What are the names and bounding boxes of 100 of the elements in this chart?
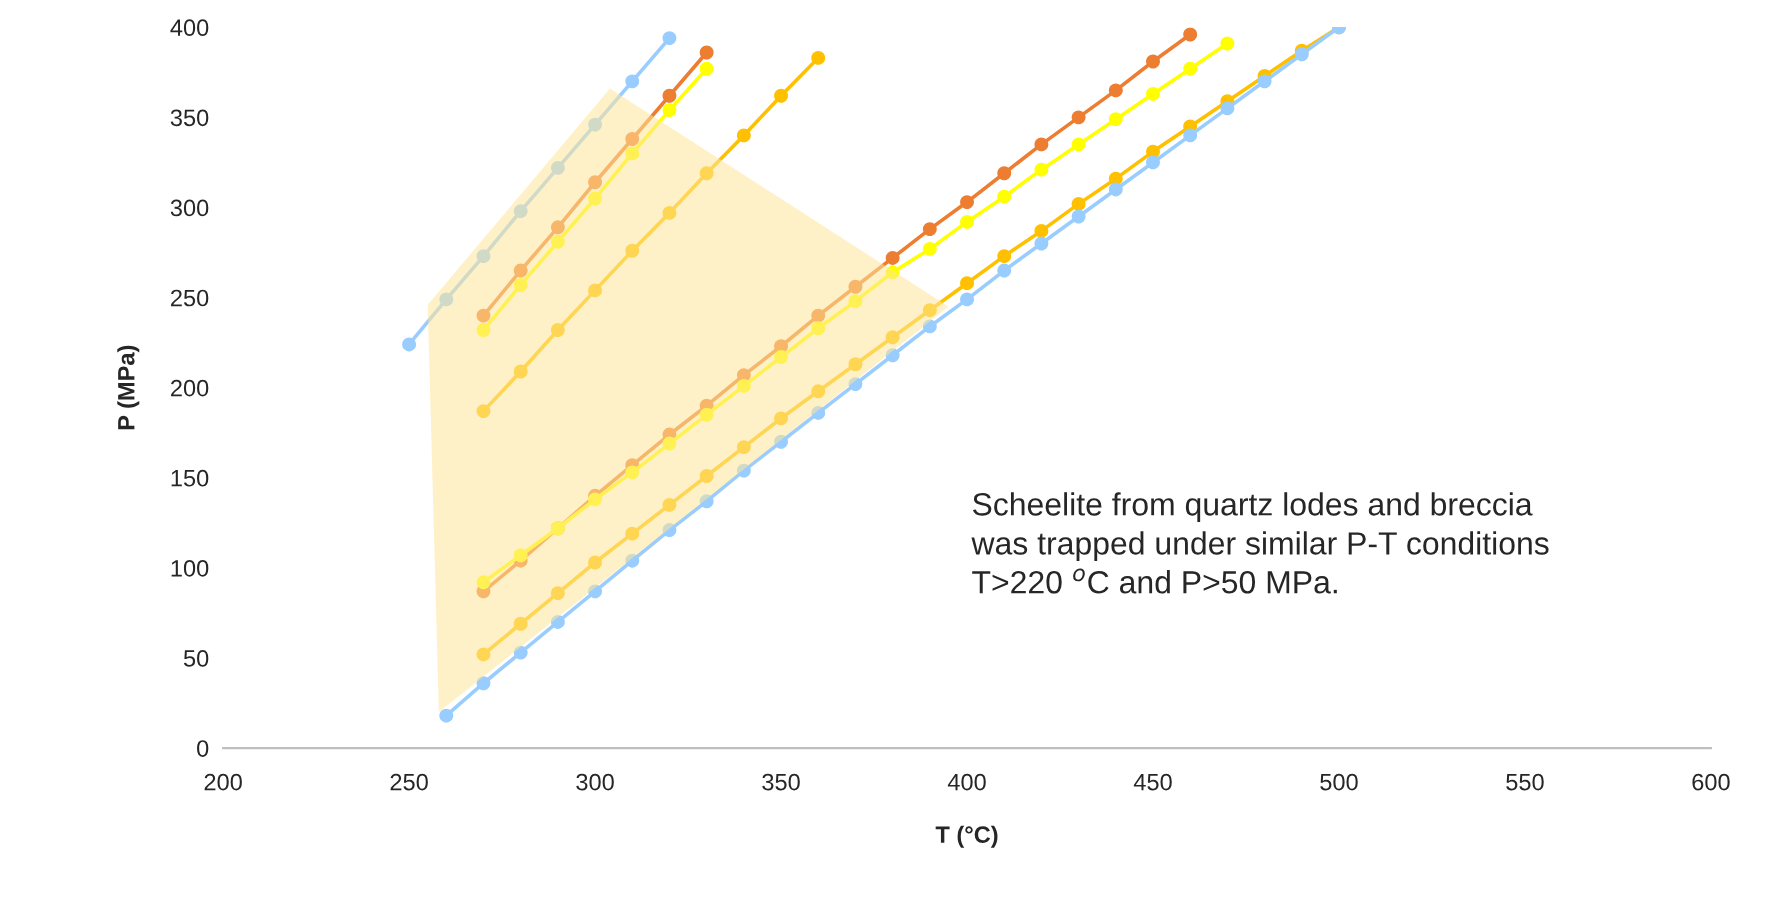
point: [699, 166, 714, 181]
point: [997, 263, 1012, 278]
point: [774, 350, 788, 364]
point: [848, 294, 863, 309]
point: [885, 250, 900, 265]
point: [625, 74, 640, 89]
point: [1108, 182, 1123, 197]
point: [662, 205, 677, 220]
point: [1071, 209, 1086, 224]
point: [513, 616, 528, 631]
point: [736, 463, 751, 478]
point: [1220, 101, 1235, 116]
point: [588, 555, 603, 570]
point: [811, 308, 826, 323]
point: [550, 615, 565, 629]
point: [1071, 196, 1086, 211]
y-tick-label: 400: [170, 19, 209, 37]
point: [439, 292, 454, 307]
point: [1034, 236, 1049, 251]
point: [588, 117, 603, 132]
x-tick-label: 550: [1506, 773, 1544, 791]
point: [885, 348, 900, 363]
point: [476, 404, 491, 419]
point: [550, 160, 565, 175]
point: [1220, 36, 1235, 51]
point: [1294, 47, 1309, 62]
point: [960, 195, 974, 210]
x-tick-label: 300: [576, 773, 614, 791]
y-tick-label: 50: [183, 650, 209, 667]
point: [476, 647, 491, 662]
point: [922, 222, 937, 237]
point: [1034, 137, 1049, 152]
point: [625, 132, 640, 146]
point: [1071, 110, 1086, 125]
point: [960, 276, 974, 291]
point: [774, 88, 788, 103]
x-tick-label: 200: [204, 773, 242, 791]
point: [1108, 83, 1123, 98]
point: [550, 586, 565, 601]
point: [1257, 74, 1272, 89]
point: [848, 357, 863, 372]
point: [476, 575, 491, 590]
point: [1146, 87, 1160, 101]
y-tick-label: 150: [171, 469, 209, 487]
x-tick-label: 400: [947, 773, 986, 791]
point: [1183, 128, 1198, 143]
point: [960, 214, 974, 229]
point: [774, 411, 788, 426]
point: [736, 378, 751, 393]
point: [1146, 54, 1160, 69]
point: [662, 88, 677, 103]
point: [550, 323, 565, 337]
point: [550, 234, 565, 249]
point: [922, 319, 937, 334]
point: [625, 465, 640, 480]
point: [997, 249, 1012, 264]
point: [997, 166, 1012, 181]
y-tick-label: 250: [171, 289, 209, 307]
point: [588, 175, 603, 190]
y-tick-label: 0: [197, 740, 209, 757]
point: [513, 548, 528, 563]
point: [588, 191, 603, 206]
point: [960, 292, 974, 307]
point: [1071, 137, 1086, 152]
point: [625, 526, 640, 541]
x-tick-label: 600: [1692, 773, 1730, 791]
point: [625, 243, 640, 258]
y-axis-title: P (MPa): [117, 345, 140, 430]
point: [811, 50, 826, 65]
point: [1108, 112, 1123, 127]
point: [997, 189, 1012, 204]
point: [885, 330, 900, 345]
y-tick-label: 100: [171, 559, 209, 577]
point: [1146, 155, 1160, 170]
point: [513, 263, 528, 278]
point: [476, 676, 491, 691]
y-tick-label: 300: [170, 199, 209, 217]
point: [736, 128, 751, 143]
point: [736, 440, 751, 455]
point: [476, 323, 491, 337]
point: [513, 204, 528, 219]
x-tick-label: 500: [1320, 773, 1358, 791]
point: [662, 436, 677, 451]
point: [513, 645, 528, 660]
point: [699, 61, 714, 76]
point: [476, 249, 491, 264]
annotation: Scheelite from quartz lodes and breccia was trapped under similar P-T conditions T>220 $^{o}$C and P>50 MPa.: [971, 492, 1549, 594]
point: [774, 434, 788, 449]
point: [402, 337, 417, 352]
point: [1034, 162, 1049, 177]
point: [922, 241, 937, 256]
x-tick-label: 250: [390, 773, 428, 791]
point: [662, 31, 677, 46]
point: [699, 45, 714, 60]
point: [699, 494, 714, 509]
point: [662, 103, 677, 118]
y-tick-label: 350: [170, 109, 209, 127]
point: [439, 708, 454, 723]
point: [1034, 223, 1049, 238]
point: [662, 497, 677, 512]
